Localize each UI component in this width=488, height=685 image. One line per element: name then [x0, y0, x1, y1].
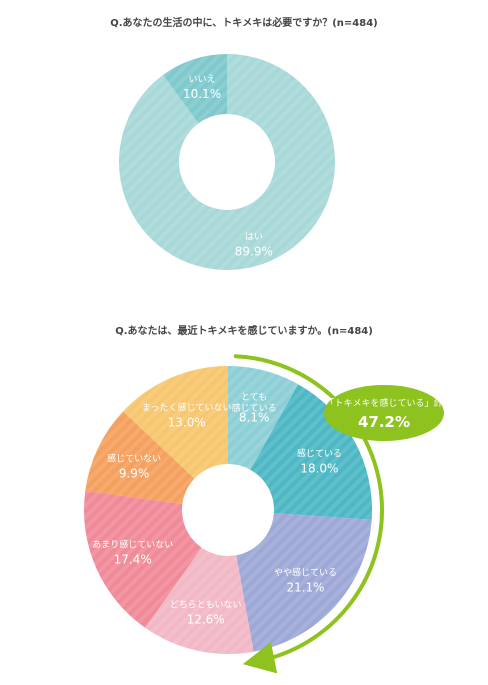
chart-2-slice-2-value: 21.1% — [286, 580, 324, 594]
chart-2-slice-1-texture — [250, 384, 372, 520]
total-value: 47.2% — [358, 413, 410, 431]
chart-2-slice-5-value: 9.9% — [119, 466, 150, 480]
chart-2-slice-6-texture — [123, 366, 228, 479]
chart-2-slice-1-value: 18.0% — [300, 461, 338, 475]
chart-1-title: Q.あなたの生活の中に、トキメキは必要ですか？(n=484) — [110, 18, 378, 29]
chart-2-slice-0-value: 8.1% — [239, 410, 270, 424]
chart-2-slice-3-label: どちらともいない — [170, 600, 242, 611]
chart-1-slice-0-label: はい — [245, 232, 263, 243]
chart-2-slice-3-texture — [145, 547, 254, 654]
total-label: 「トキメキを感じている」計 — [325, 397, 442, 409]
total-bubble — [324, 385, 444, 441]
chart-2-slice-3-value: 12.6% — [187, 613, 225, 627]
chart-1-slice-0-value: 89.9% — [235, 245, 273, 259]
chart-2-slice-5-texture — [85, 411, 195, 504]
chart-2-slice-6-value: 13.0% — [168, 416, 206, 430]
total-arrow — [233, 354, 384, 674]
chart-1-slice-0-texture — [119, 54, 336, 270]
total-annotation: 「トキメキを感じている」計 47.2% — [233, 354, 444, 674]
chart-2-slice-6-label: まったく感じていない — [142, 402, 232, 414]
chart-1-slice-1-texture — [162, 54, 227, 124]
chart-2-slice-2-texture — [236, 513, 372, 652]
chart-2-slice-4-value: 17.4% — [114, 553, 152, 567]
chart-2-slice-5-label: 感じていない — [107, 452, 161, 464]
chart-2-slice-0-texture — [228, 366, 299, 470]
chart-1-slice-1-value: 10.1% — [183, 87, 221, 101]
chart-2-slice-1-label: 感じている — [297, 447, 342, 459]
chart-1-slice-1-label: いいえ — [189, 74, 216, 85]
chart-2-title: Q.あなたは、最近トキメキを感じていますか。(n=484) — [115, 326, 373, 337]
chart-1-donut: はい 89.9% いいえ 10.1% — [119, 54, 336, 270]
chart-2-slice-0-label: とても感じている — [232, 392, 277, 414]
chart-2-slice-4-label: あまり感じていない — [92, 539, 173, 551]
chart-2-slice-2-label: やや感じている — [274, 566, 337, 578]
chart-2-slice-4-texture — [84, 490, 202, 628]
